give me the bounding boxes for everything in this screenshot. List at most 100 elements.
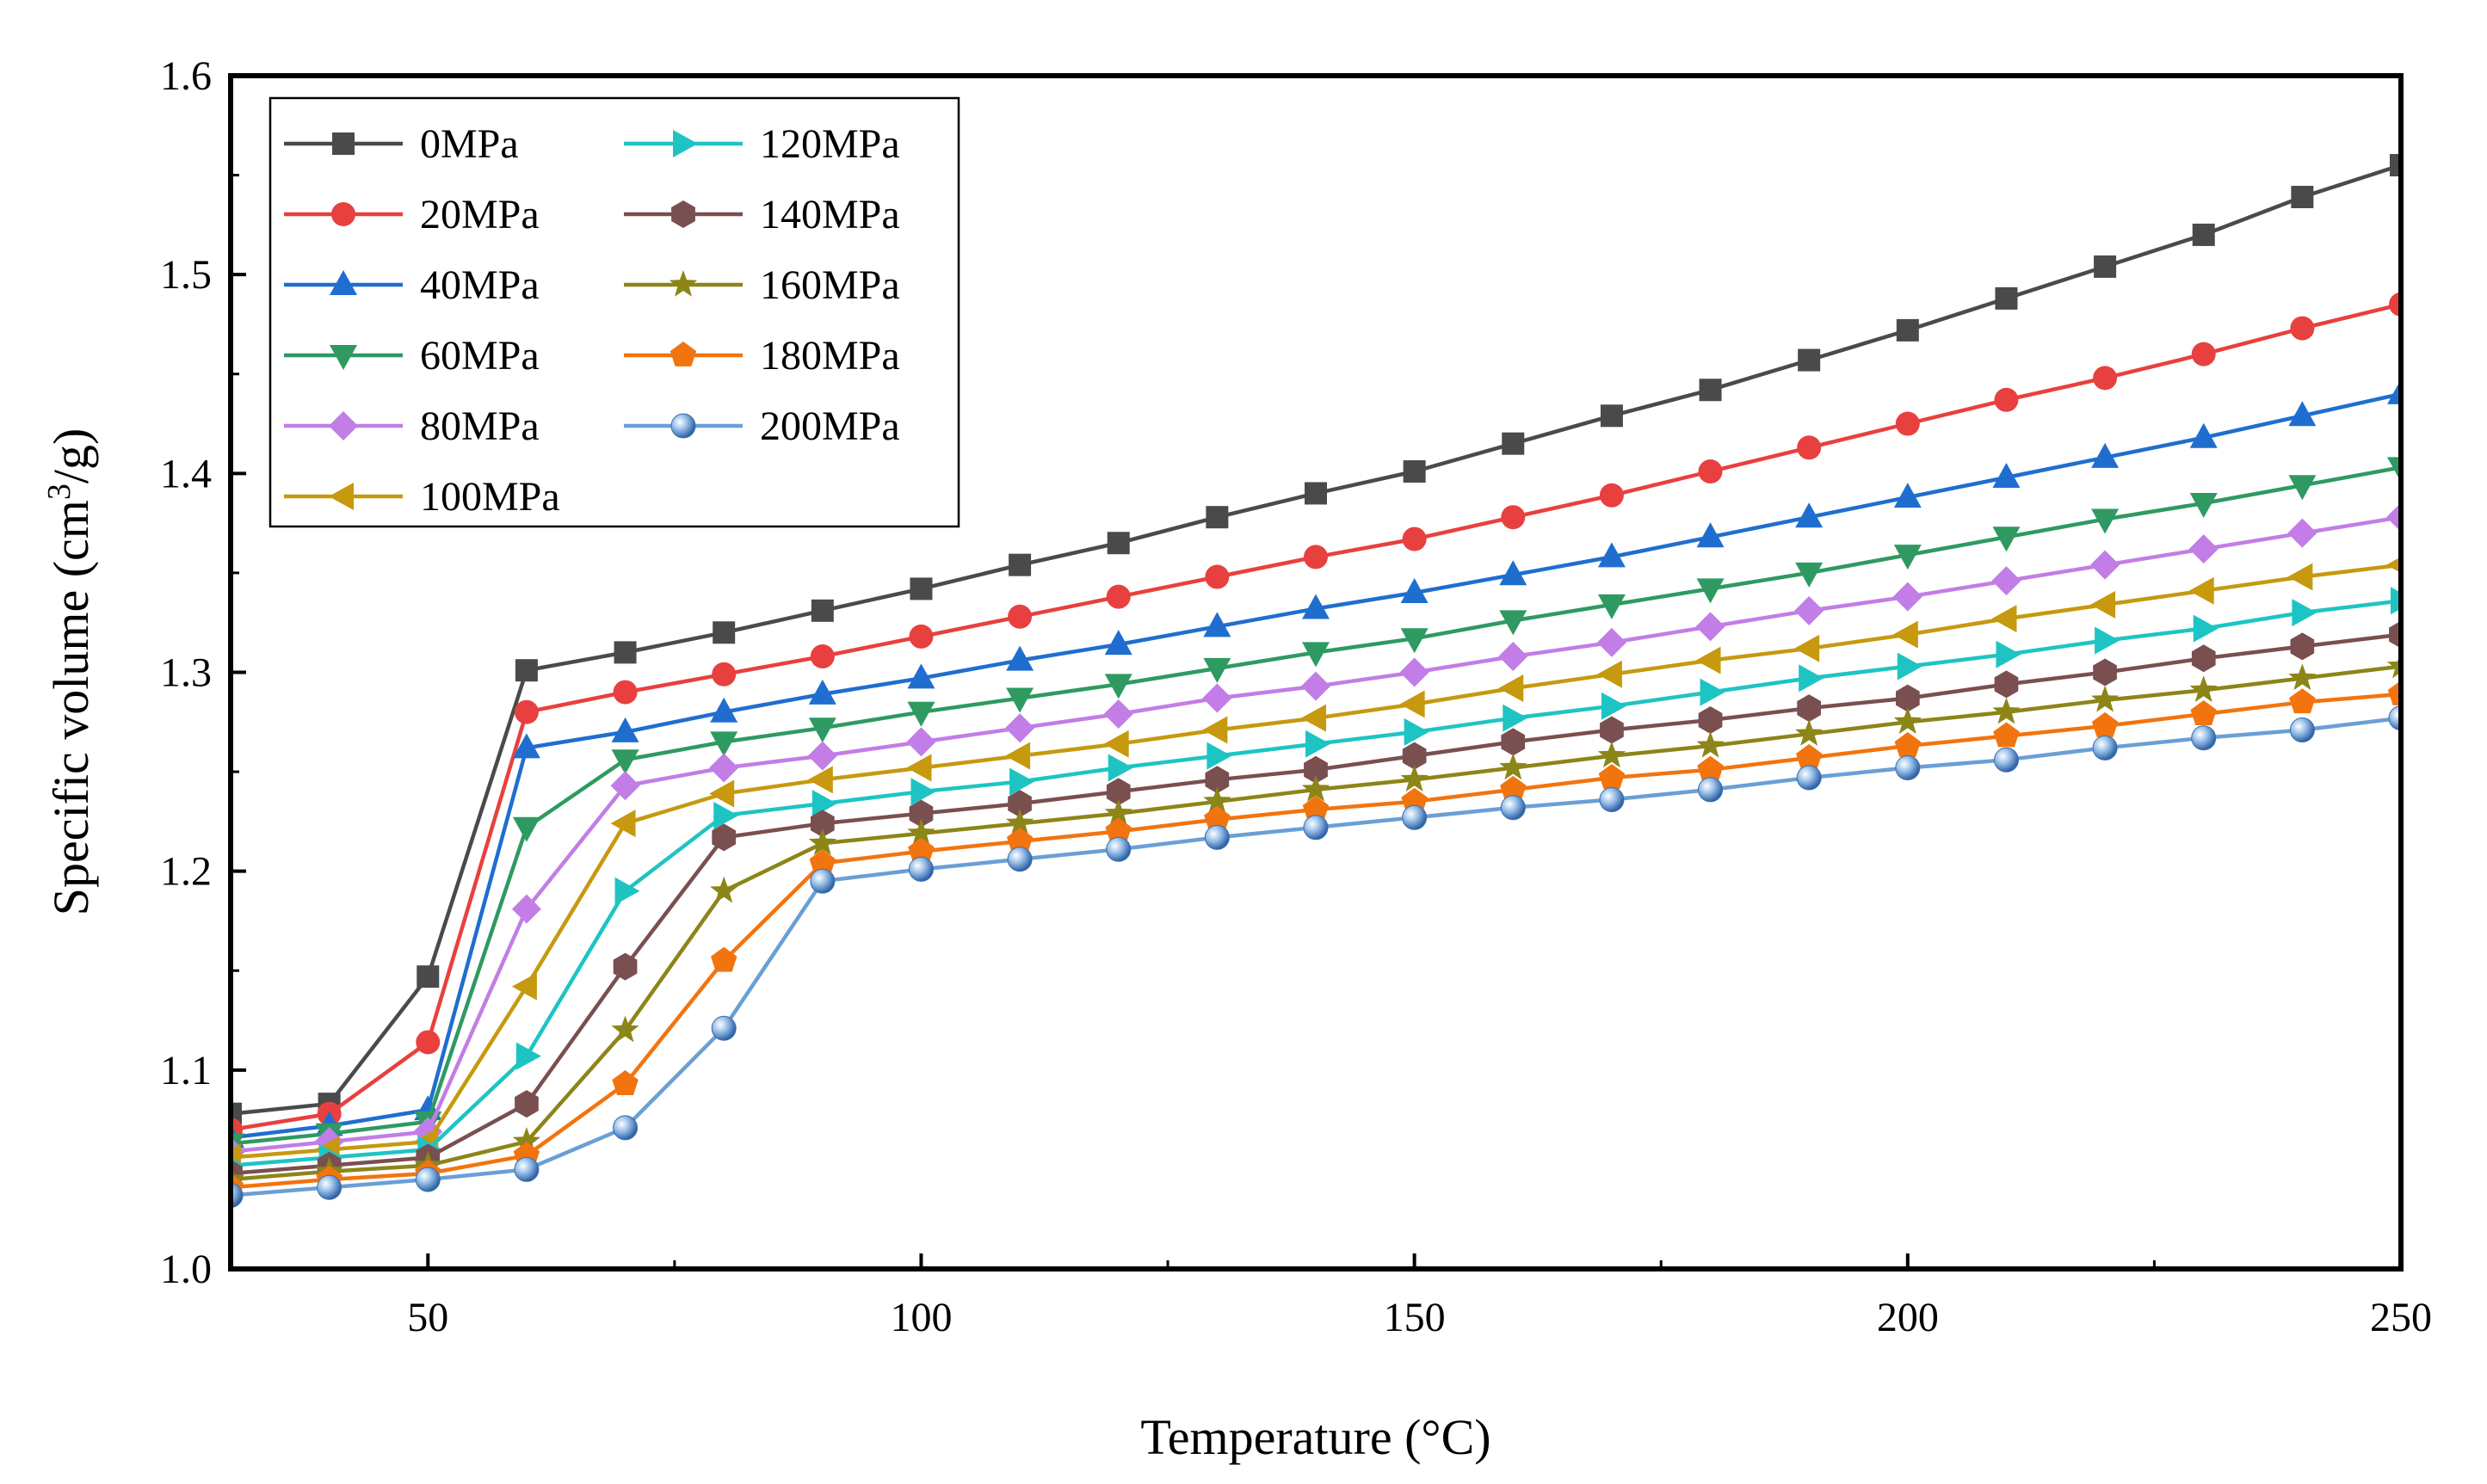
data-point xyxy=(1106,836,1132,862)
data-point xyxy=(2188,576,2214,605)
data-point xyxy=(710,876,738,903)
y-tick-label: 1.1 xyxy=(160,1048,212,1093)
data-point xyxy=(1500,795,1526,821)
data-point xyxy=(1104,674,1132,699)
plot-frame xyxy=(228,73,2404,1272)
data-point xyxy=(613,1115,639,1141)
y-tick-label: 1.6 xyxy=(160,53,212,99)
data-point xyxy=(2387,680,2401,705)
data-point xyxy=(1993,722,2020,748)
y-axis-title: Specific volume (cm3/g) xyxy=(41,428,99,916)
data-point xyxy=(709,753,739,783)
legend-marker xyxy=(671,200,695,228)
data-point xyxy=(1599,786,1625,812)
data-point xyxy=(1302,642,1330,668)
data-point xyxy=(1305,482,1327,505)
x-tick-label: 250 xyxy=(2370,1295,2432,1340)
data-point xyxy=(910,577,933,600)
data-point xyxy=(1795,502,1824,528)
data-point xyxy=(1107,532,1130,555)
data-point xyxy=(812,790,837,818)
data-point xyxy=(511,894,541,924)
data-point xyxy=(2387,379,2401,404)
data-point xyxy=(2190,700,2217,725)
data-point xyxy=(1894,732,1921,757)
data-point xyxy=(2189,493,2218,519)
data-point xyxy=(2386,651,2401,679)
data-point xyxy=(2288,475,2317,501)
data-point xyxy=(1992,526,2021,552)
data-point xyxy=(1402,804,1428,830)
series-200MPa xyxy=(231,705,2401,1208)
data-point xyxy=(811,599,834,622)
legend-marker xyxy=(330,270,357,295)
data-point xyxy=(1895,411,1920,436)
data-point xyxy=(1597,542,1626,568)
data-point xyxy=(1007,847,1033,872)
data-point xyxy=(807,741,837,771)
x-axis-title: Temperature (°C) xyxy=(1140,1409,1490,1465)
data-point xyxy=(1005,809,1034,835)
data-point xyxy=(2388,705,2401,731)
data-point xyxy=(1795,719,1824,746)
data-point xyxy=(1698,777,1724,803)
data-point xyxy=(1695,612,1725,642)
data-point xyxy=(1596,660,1622,688)
data-point xyxy=(1991,605,2017,633)
data-point xyxy=(611,1015,639,1043)
legend-item: 140MPa xyxy=(624,192,900,237)
data-point xyxy=(907,701,935,727)
data-point xyxy=(811,810,835,838)
series-layer xyxy=(231,154,2401,1208)
data-point xyxy=(1006,687,1034,713)
data-point xyxy=(1206,742,1232,770)
data-point xyxy=(1698,459,1723,484)
data-point xyxy=(1204,824,1230,850)
data-point xyxy=(1501,728,1526,756)
data-point xyxy=(1696,522,1725,548)
data-point xyxy=(2090,550,2120,580)
data-point xyxy=(1009,767,1035,796)
data-point xyxy=(1696,578,1725,604)
data-point xyxy=(2092,735,2118,760)
legend-marker xyxy=(330,345,357,370)
data-point xyxy=(1202,716,1228,744)
data-point xyxy=(1503,704,1528,732)
series-160MPa xyxy=(231,651,2401,1192)
data-point xyxy=(1302,796,1330,821)
data-point xyxy=(1597,594,1626,619)
data-point xyxy=(2386,557,2401,574)
data-point xyxy=(1202,683,1232,713)
data-point xyxy=(2287,518,2317,548)
legend-item: 200MPa xyxy=(624,403,900,449)
data-point xyxy=(1893,483,1922,508)
data-point xyxy=(2287,563,2313,591)
data-point xyxy=(1304,545,1328,570)
data-point xyxy=(1600,716,1624,744)
data-point xyxy=(512,1127,541,1154)
data-point xyxy=(808,679,836,705)
data-point xyxy=(712,662,737,687)
data-point xyxy=(1897,652,1922,680)
data-point xyxy=(1991,566,2021,596)
legend-item: 40MPa xyxy=(284,262,540,308)
data-point xyxy=(1893,545,1922,570)
data-point xyxy=(1795,562,1824,588)
legend-label: 60MPa xyxy=(420,333,540,379)
data-point xyxy=(1305,730,1330,758)
data-point xyxy=(1994,387,2019,412)
data-point xyxy=(908,837,935,863)
data-point xyxy=(711,1015,737,1041)
data-point xyxy=(2093,658,2117,687)
data-point xyxy=(1798,348,1821,372)
data-point xyxy=(808,828,836,856)
data-point xyxy=(906,727,936,757)
data-point xyxy=(1105,817,1132,843)
data-point xyxy=(1799,664,1824,693)
data-point xyxy=(1893,707,1922,734)
data-point xyxy=(1597,741,1626,768)
legend-label: 0MPa xyxy=(420,121,519,167)
data-point xyxy=(611,749,639,775)
data-point xyxy=(512,733,540,759)
